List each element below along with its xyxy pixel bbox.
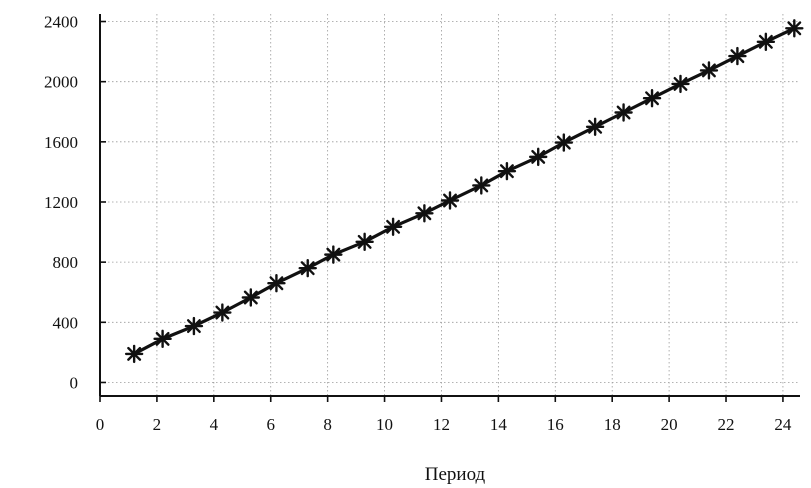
x-tick-label: 14	[490, 415, 508, 434]
data-point	[529, 147, 548, 167]
y-tick-label: 1200	[44, 193, 78, 212]
data-point	[267, 274, 286, 293]
grid	[100, 14, 800, 396]
axes	[99, 14, 800, 397]
x-tick-label: 22	[718, 415, 735, 434]
data-point	[671, 74, 690, 94]
data-point	[699, 61, 719, 80]
y-tick-label: 0	[70, 373, 79, 392]
y-tick-label: 1600	[44, 133, 78, 152]
data-point	[728, 46, 747, 66]
x-tick-label: 2	[153, 415, 162, 434]
data-point	[642, 89, 662, 108]
data-point	[324, 245, 343, 264]
y-tick-label: 2400	[44, 13, 78, 32]
data-point	[124, 344, 144, 364]
data-point	[554, 133, 574, 152]
x-tick-label: 20	[661, 415, 678, 434]
x-tick-label: 8	[323, 415, 332, 434]
y-tick-label: 2000	[44, 73, 78, 92]
data-point	[756, 32, 776, 52]
x-tick-label: 12	[433, 415, 450, 434]
data-point	[472, 176, 491, 195]
data-point	[497, 161, 517, 181]
data-point	[415, 204, 434, 223]
data-point	[355, 232, 374, 252]
x-tick-label: 4	[210, 415, 219, 434]
data-point	[440, 191, 460, 210]
x-tick-label: 18	[604, 415, 621, 434]
data-point	[241, 288, 261, 307]
data-point	[153, 329, 172, 349]
series-group	[124, 19, 804, 364]
data-point	[585, 117, 605, 136]
x-tick-labels: 0 2 4 6 8 10 12 14 16 18 20 22 24	[96, 396, 792, 434]
data-point	[785, 19, 804, 38]
x-tick-label: 0	[96, 415, 105, 434]
y-tick-label: 400	[53, 313, 79, 332]
data-point	[298, 258, 317, 278]
x-tick-label: 10	[376, 415, 393, 434]
x-tick-label: 16	[547, 415, 564, 434]
x-tick-label: 24	[774, 415, 792, 434]
data-point	[614, 103, 633, 122]
x-tick-label: 6	[266, 415, 275, 434]
data-point	[383, 217, 403, 237]
y-tick-label: 800	[53, 253, 79, 272]
series-line	[133, 26, 795, 356]
data-point	[213, 303, 232, 322]
y-tick-labels: 0 400 800 1200 1600 2000 2400	[44, 13, 106, 392]
x-axis-label: Период	[425, 464, 486, 485]
data-point	[184, 316, 204, 336]
